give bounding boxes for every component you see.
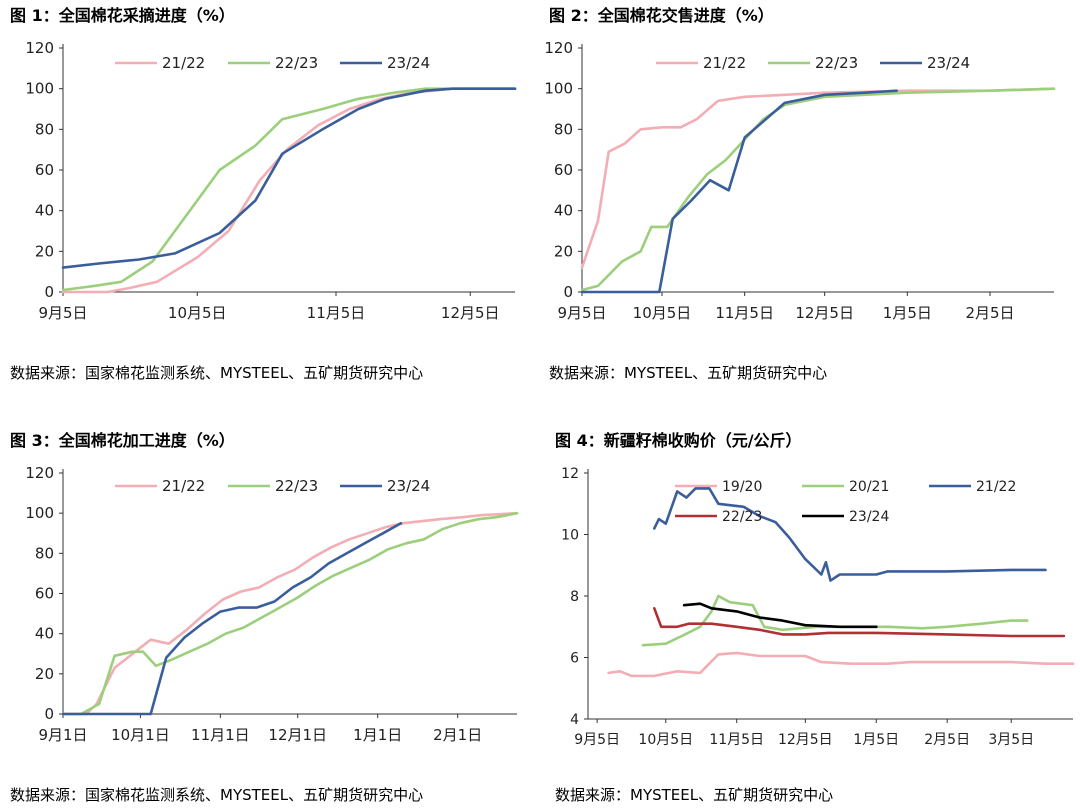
y-tick-label: 0 (44, 283, 54, 301)
chart-2: 0 20 40 60 80 100 120 9月5日 10月5日 11月5日 12月5日 1月5日 2月… (544, 39, 1056, 322)
legend-label: 21/22 (976, 479, 1016, 495)
series-line-20-21 (641, 594, 1029, 647)
legend-label: 22/23 (815, 54, 858, 72)
y-tick-label: 20 (35, 242, 54, 260)
y-tick-label: 60 (35, 585, 54, 603)
y-tick-label: 12 (561, 466, 579, 482)
series-line-21-22 (580, 87, 1056, 269)
y-tick-label: 40 (554, 202, 573, 220)
legend-label: 22/23 (722, 509, 762, 525)
chart-2-title: 图 2：全国棉花交售进度（%） (549, 6, 774, 25)
y-tick-label: 40 (35, 202, 54, 220)
y-tick-label: 100 (544, 80, 573, 98)
legend-label: 19/20 (722, 479, 762, 495)
chart-4: 4 6 8 10 12 9月5日 10月5日 11月5日 12月5日 1月5日 2月5日 3月5日 19… (561, 466, 1075, 748)
y-tick-label: 80 (35, 120, 54, 138)
y-tick-label: 120 (25, 39, 54, 57)
y-tick-label: 8 (570, 589, 579, 605)
legend-label: 21/22 (162, 54, 205, 72)
legend-label: 21/22 (703, 54, 746, 72)
x-tick-label: 11月1日 (191, 726, 250, 744)
series-line-23-24 (61, 521, 403, 716)
legend-label: 23/24 (387, 54, 430, 72)
x-tick-label: 2月1日 (433, 726, 482, 744)
y-tick-label: 0 (44, 705, 54, 723)
y-tick-label: 0 (563, 283, 573, 301)
y-tick-label: 20 (554, 242, 573, 260)
y-tick-label: 20 (35, 665, 54, 683)
series-line-23-24 (61, 87, 517, 269)
chart-2-source: 数据来源：MYSTEEL、五矿期货研究中心 (549, 364, 828, 382)
y-tick-label: 40 (35, 625, 54, 643)
x-tick-label: 9月5日 (557, 304, 606, 322)
x-tick-label: 1月1日 (353, 726, 402, 744)
series-line-22-23 (580, 87, 1056, 292)
chart-3: 0 20 40 60 80 100 120 9月1日 10月1日 11月1日 12月1日 1月1日 2月… (25, 464, 519, 744)
chart-3-title: 图 3：全国棉花加工进度（%） (10, 431, 235, 450)
x-tick-label: 10月5日 (633, 304, 692, 322)
x-tick-label: 1月5日 (853, 732, 899, 748)
x-tick-label: 3月5日 (988, 732, 1034, 748)
series-line-21-22 (61, 511, 519, 716)
x-tick-label: 11月5日 (715, 304, 774, 322)
chart-1: 0 20 40 60 80 100 120 9月5日 10月5日 11月5日 12月5日 21/22 2… (25, 39, 517, 322)
series-line-23-24 (682, 602, 878, 629)
legend-label: 23/24 (849, 509, 889, 525)
y-tick-label: 60 (35, 161, 54, 179)
legend-label: 22/23 (275, 477, 318, 495)
y-tick-label: 10 (561, 528, 579, 544)
x-tick-label: 12月1日 (268, 726, 327, 744)
series-line-22-23 (61, 87, 517, 292)
x-tick-label: 9月5日 (574, 732, 620, 748)
y-tick-label: 6 (570, 651, 579, 667)
y-tick-label: 60 (554, 161, 573, 179)
y-tick-label: 4 (570, 712, 579, 728)
series-line-22-23 (61, 511, 519, 716)
x-tick-label: 12月5日 (778, 732, 833, 748)
x-tick-label: 1月5日 (883, 304, 932, 322)
x-tick-label: 12月5日 (441, 304, 500, 322)
y-tick-label: 100 (25, 504, 54, 522)
x-tick-label: 2月5日 (965, 304, 1014, 322)
y-tick-label: 120 (25, 464, 54, 482)
series-line-19-20 (607, 651, 1075, 678)
chart-4-title: 图 4：新疆籽棉收购价（元/公斤） (555, 431, 802, 450)
x-tick-label: 11月5日 (307, 304, 366, 322)
y-tick-label: 100 (25, 80, 54, 98)
x-tick-label: 10月5日 (168, 304, 227, 322)
x-tick-label: 9月5日 (38, 304, 87, 322)
y-tick-label: 80 (554, 120, 573, 138)
chart-1-title: 图 1：全国棉花采摘进度（%） (10, 6, 235, 25)
y-tick-label: 120 (544, 39, 573, 57)
x-tick-label: 9月1日 (38, 726, 87, 744)
y-tick-label: 80 (35, 544, 54, 562)
x-tick-label: 10月1日 (111, 726, 170, 744)
x-tick-label: 11月5日 (709, 732, 764, 748)
series-line-23-24 (580, 89, 899, 294)
chart-4-source: 数据来源：MYSTEEL、五矿期货研究中心 (555, 786, 834, 804)
series-line-22-23 (653, 607, 1066, 638)
series-line-21-22 (653, 487, 1047, 582)
chart-1-source: 数据来源：国家棉花监测系统、MYSTEEL、五矿期货研究中心 (10, 364, 424, 382)
legend-label: 20/21 (849, 479, 889, 495)
legend-label: 23/24 (927, 54, 970, 72)
chart-3-source: 数据来源：国家棉花监测系统、MYSTEEL、五矿期货研究中心 (10, 786, 424, 804)
legend-label: 21/22 (162, 477, 205, 495)
x-tick-label: 10月5日 (638, 732, 693, 748)
x-tick-label: 12月5日 (795, 304, 854, 322)
legend-label: 22/23 (275, 54, 318, 72)
legend-label: 23/24 (387, 477, 430, 495)
x-tick-label: 2月5日 (924, 732, 970, 748)
